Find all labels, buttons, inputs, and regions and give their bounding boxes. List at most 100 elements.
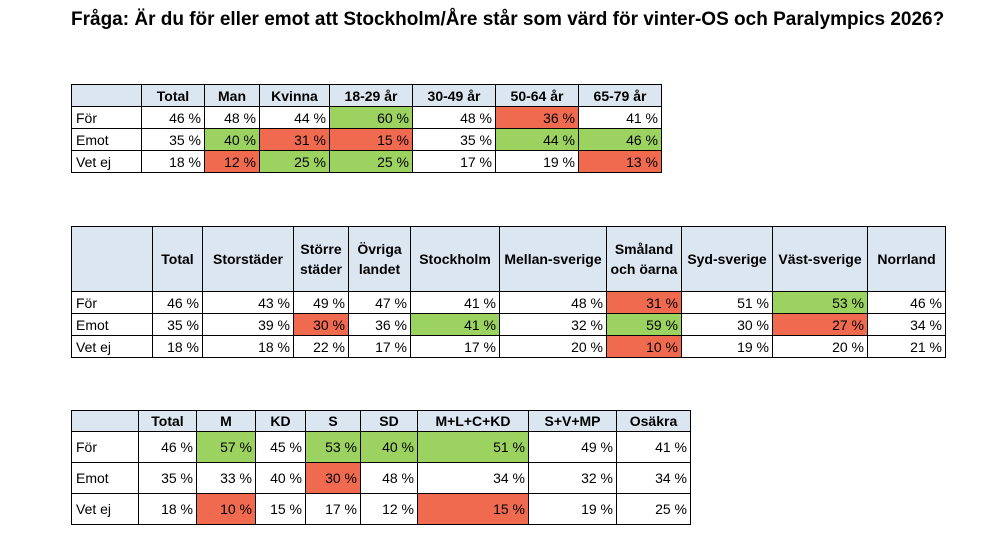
table-cell: 15 % — [255, 493, 306, 525]
table-cell: 41 % — [410, 313, 500, 336]
table-cell: 13 % — [578, 150, 662, 173]
table-cell: 41 % — [616, 431, 691, 463]
table-cell: 59 % — [606, 313, 682, 336]
table-cell: 18 % — [141, 150, 205, 173]
table-cell: 48 % — [499, 291, 607, 314]
table-cell: 17 % — [348, 335, 411, 358]
row-label: Vet ej — [71, 150, 142, 173]
table-cell: 35 % — [152, 313, 203, 336]
table-cell: 36 % — [348, 313, 411, 336]
table-cell: 19 % — [495, 150, 579, 173]
row-label: För — [71, 106, 142, 129]
table-cell: 34 % — [616, 462, 691, 494]
column-header: Osäkra — [616, 410, 691, 432]
table-cell: 35 % — [141, 128, 205, 151]
table-cell: 27 % — [772, 313, 868, 336]
table-cell: 40 % — [255, 462, 306, 494]
column-header: M — [196, 410, 256, 432]
table-cell: 39 % — [202, 313, 294, 336]
table-cell: 60 % — [329, 106, 413, 129]
column-header: Man — [204, 84, 260, 107]
table-cell: 30 % — [681, 313, 773, 336]
table-cell: 48 % — [412, 106, 496, 129]
table-cell: 41 % — [578, 106, 662, 129]
table-cell: 20 % — [499, 335, 607, 358]
table-cell: 18 % — [138, 493, 197, 525]
table-cell: 35 % — [412, 128, 496, 151]
table-cell: 18 % — [152, 335, 203, 358]
table-cell: 30 % — [305, 462, 361, 494]
table-cell: 10 % — [606, 335, 682, 358]
table-cell: 41 % — [410, 291, 500, 314]
column-header: Mellan-sverige — [499, 226, 607, 292]
header-row: Total Man Kvinna 18-29 år 30-49 år 50-64 år 65… — [71, 84, 662, 107]
table-cell: 21 % — [867, 335, 946, 358]
table-cell: 51 % — [417, 431, 529, 463]
table-cell: 35 % — [138, 462, 197, 494]
table-cell: 49 % — [528, 431, 617, 463]
header-blank — [71, 226, 153, 292]
table-cell: 33 % — [196, 462, 256, 494]
table-cell: 17 % — [412, 150, 496, 173]
header-row: Total Storstäder Större städer Övriga lande… — [71, 226, 946, 292]
column-header: M+L+C+KD — [417, 410, 529, 432]
column-header: S — [305, 410, 361, 432]
table-cell: 48 % — [360, 462, 418, 494]
table-cell: 32 % — [528, 462, 617, 494]
column-header: 65-79 år — [578, 84, 662, 107]
table-cell: 30 % — [293, 313, 349, 336]
table-cell: 18 % — [202, 335, 294, 358]
table-cell: 48 % — [204, 106, 260, 129]
table-cell: 36 % — [495, 106, 579, 129]
table-regions: Total Storstäder Större städer Övriga lande… — [71, 226, 946, 358]
table-cell: 19 % — [681, 335, 773, 358]
row-label: Vet ej — [71, 335, 153, 358]
table-cell: 44 % — [495, 128, 579, 151]
table-cell: 45 % — [255, 431, 306, 463]
header-row: Total M KD S SD M+L+C+KD S+V+MP Osäkra — [71, 410, 691, 432]
column-header: Storstäder — [202, 226, 294, 292]
table-cell: 25 % — [259, 150, 330, 173]
table-cell: 46 % — [578, 128, 662, 151]
column-header: KD — [255, 410, 306, 432]
table-cell: 32 % — [499, 313, 607, 336]
column-header: 18-29 år — [329, 84, 413, 107]
table-parties: Total M KD S SD M+L+C+KD S+V+MP Osäkra För 46 % 5… — [71, 410, 691, 525]
column-header: Kvinna — [259, 84, 330, 107]
column-header: Väst-sverige — [772, 226, 868, 292]
table-row: Vet ej 18 % 10 % 15 % 17 % 12 % 15 % 19 % 25 % — [71, 493, 691, 525]
table-row: För 46 % 43 % 49 % 47 % 41 % 48 % 31 % 51 % 53 % 4… — [71, 291, 946, 314]
table-cell: 53 % — [305, 431, 361, 463]
table-cell: 17 % — [410, 335, 500, 358]
column-header: 50-64 år — [495, 84, 579, 107]
header-blank — [71, 410, 139, 432]
table-cell: 31 % — [606, 291, 682, 314]
table-row: Emot 35 % 39 % 30 % 36 % 41 % 32 % 59 % 30 % 27 %… — [71, 313, 946, 336]
column-header: Norrland — [867, 226, 946, 292]
table-cell: 25 % — [616, 493, 691, 525]
row-label: Emot — [71, 313, 153, 336]
table-cell: 17 % — [305, 493, 361, 525]
column-header: Total — [141, 84, 205, 107]
table-cell: 15 % — [417, 493, 529, 525]
table-cell: 46 % — [138, 431, 197, 463]
row-label: Emot — [71, 462, 139, 494]
column-header: Syd-sverige — [681, 226, 773, 292]
table-cell: 44 % — [259, 106, 330, 129]
row-label: För — [71, 431, 139, 463]
table-cell: 43 % — [202, 291, 294, 314]
table-cell: 12 % — [360, 493, 418, 525]
table-cell: 25 % — [329, 150, 413, 173]
column-header: Stockholm — [410, 226, 500, 292]
column-header: Total — [152, 226, 203, 292]
row-label: För — [71, 291, 153, 314]
table-cell: 49 % — [293, 291, 349, 314]
column-header: Småland och öarna — [606, 226, 682, 292]
row-label: Vet ej — [71, 493, 139, 525]
row-label: Emot — [71, 128, 142, 151]
table-cell: 46 % — [141, 106, 205, 129]
table-row: Emot 35 % 40 % 31 % 15 % 35 % 44 % 46 % — [71, 128, 662, 151]
table-cell: 20 % — [772, 335, 868, 358]
column-header: Total — [138, 410, 197, 432]
table-cell: 46 % — [867, 291, 946, 314]
